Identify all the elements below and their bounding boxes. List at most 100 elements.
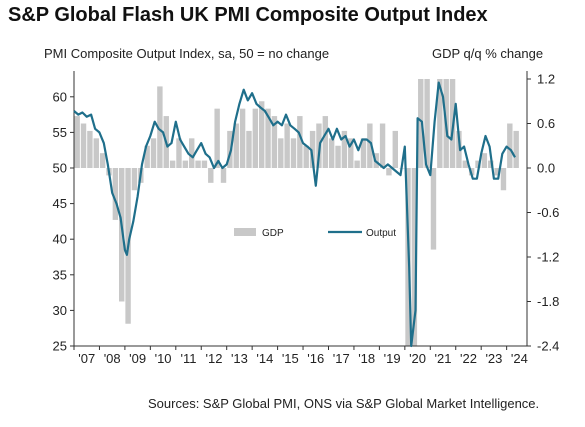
gdp-bar bbox=[488, 160, 494, 168]
gdp-bar bbox=[430, 168, 437, 250]
gdp-bars bbox=[74, 79, 519, 346]
gdp-bar bbox=[188, 138, 195, 168]
gdp-bar bbox=[309, 130, 316, 168]
gdp-bar bbox=[208, 168, 214, 183]
gdp-bar bbox=[112, 168, 119, 220]
gdp-bar bbox=[278, 138, 284, 168]
gdp-bar bbox=[303, 145, 309, 168]
left-tick-label: 60 bbox=[53, 89, 67, 104]
gdp-bar bbox=[297, 116, 303, 168]
x-tick-label: '13 bbox=[231, 351, 248, 366]
gdp-bar bbox=[411, 168, 418, 346]
x-tick-label: '24 bbox=[511, 351, 528, 366]
x-tick-label: '09 bbox=[129, 351, 146, 366]
gdp-bar bbox=[341, 130, 348, 168]
x-tick-label: '11 bbox=[181, 351, 197, 366]
gdp-bar bbox=[246, 130, 252, 168]
x-tick-label: '14 bbox=[256, 351, 273, 366]
gdp-bar bbox=[513, 130, 519, 168]
gdp-bar bbox=[214, 108, 220, 168]
left-tick-label: 50 bbox=[53, 161, 67, 176]
gdp-bar bbox=[386, 168, 392, 176]
x-tick-label: '18 bbox=[358, 351, 375, 366]
legend-label-gdp: GDP bbox=[262, 228, 284, 239]
gdp-bar bbox=[119, 168, 125, 302]
right-tick-label: 1.2 bbox=[537, 72, 555, 87]
gdp-bar bbox=[335, 145, 341, 168]
gdp-bar bbox=[348, 138, 354, 168]
gdp-bar bbox=[258, 101, 265, 168]
gdp-bar bbox=[424, 79, 430, 168]
right-tick-label: -1.8 bbox=[537, 294, 559, 309]
gdp-bar bbox=[462, 160, 468, 168]
gdp-bar bbox=[418, 79, 424, 168]
gdp-bar bbox=[239, 108, 246, 168]
right-tick-label: 0.0 bbox=[537, 161, 555, 176]
right-axis-title: GDP q/q % change bbox=[432, 46, 544, 61]
gdp-bar bbox=[227, 130, 233, 168]
gdp-bar bbox=[481, 153, 488, 168]
left-tick-label: 45 bbox=[53, 196, 67, 211]
gdp-bar bbox=[360, 138, 367, 168]
gdp-bar bbox=[494, 168, 500, 176]
gdp-bar bbox=[220, 168, 227, 183]
gdp-bar bbox=[290, 138, 297, 168]
x-tick-label: '20 bbox=[409, 351, 426, 366]
gdp-bar bbox=[157, 86, 163, 168]
left-tick-label: 35 bbox=[53, 267, 67, 282]
legend-swatch-gdp bbox=[234, 228, 256, 236]
gdp-bar bbox=[80, 123, 87, 168]
gdp-bar bbox=[93, 138, 99, 168]
gdp-bar bbox=[328, 138, 335, 168]
gdp-bar bbox=[87, 130, 93, 168]
gdp-bar bbox=[271, 116, 278, 168]
x-tick-label: '19 bbox=[384, 351, 401, 366]
gdp-bar bbox=[176, 138, 182, 168]
gdp-bar bbox=[475, 160, 481, 168]
gdp-bar bbox=[392, 130, 399, 168]
chart-legend: GDP Output bbox=[234, 228, 396, 239]
gdp-bar bbox=[354, 160, 360, 168]
left-axis-title: PMI Composite Output Index, sa, 50 = no … bbox=[44, 46, 330, 61]
chart-axes: 25 30 35 40 45 50 55 60 1.2 0.6 0.0 -0.6 -1.2 -1.8 -2.… bbox=[53, 71, 559, 366]
gdp-bar bbox=[169, 160, 176, 168]
output-line-layer bbox=[73, 81, 516, 348]
left-tick-label: 30 bbox=[53, 303, 67, 318]
x-tick-label: '17 bbox=[333, 351, 350, 366]
right-tick-label: -0.6 bbox=[537, 205, 559, 220]
gdp-bar bbox=[144, 145, 150, 168]
gdp-bar bbox=[284, 123, 290, 168]
right-tick-label: -1.2 bbox=[537, 250, 559, 265]
x-tick-label: '10 bbox=[155, 351, 172, 366]
legend-label-output: Output bbox=[366, 228, 396, 239]
x-tick-label: '08 bbox=[104, 351, 121, 366]
x-tick-label: '22 bbox=[460, 351, 477, 366]
x-tick-label: '21 bbox=[435, 351, 452, 366]
gdp-bar bbox=[367, 123, 373, 168]
gdp-bar bbox=[265, 108, 271, 168]
gdp-bar bbox=[99, 153, 106, 168]
output-line bbox=[73, 81, 516, 348]
gdp-bar bbox=[456, 130, 462, 168]
left-tick-label: 55 bbox=[53, 125, 67, 140]
gdp-bar bbox=[150, 138, 157, 168]
x-tick-label: '16 bbox=[307, 351, 324, 366]
gdp-bar bbox=[201, 160, 208, 168]
gdp-bar bbox=[322, 116, 329, 168]
gdp-bar bbox=[379, 123, 386, 168]
gdp-bar bbox=[74, 116, 80, 168]
right-tick-label: 0.6 bbox=[537, 116, 555, 131]
left-tick-label: 25 bbox=[53, 339, 67, 354]
x-tick-label: '12 bbox=[205, 351, 222, 366]
source-note: Sources: S&P Global PMI, ONS via S&P Glo… bbox=[148, 396, 540, 411]
left-tick-label: 40 bbox=[53, 232, 67, 247]
x-tick-label: '23 bbox=[485, 351, 502, 366]
chart-title: S&P Global Flash UK PMI Composite Output… bbox=[8, 4, 488, 26]
gdp-bar bbox=[437, 79, 443, 168]
gdp-bar bbox=[507, 123, 513, 168]
x-tick-label: '07 bbox=[78, 351, 95, 366]
gdp-bar bbox=[182, 160, 189, 168]
gdp-bar bbox=[195, 160, 201, 168]
x-tick-label: '15 bbox=[282, 351, 299, 366]
